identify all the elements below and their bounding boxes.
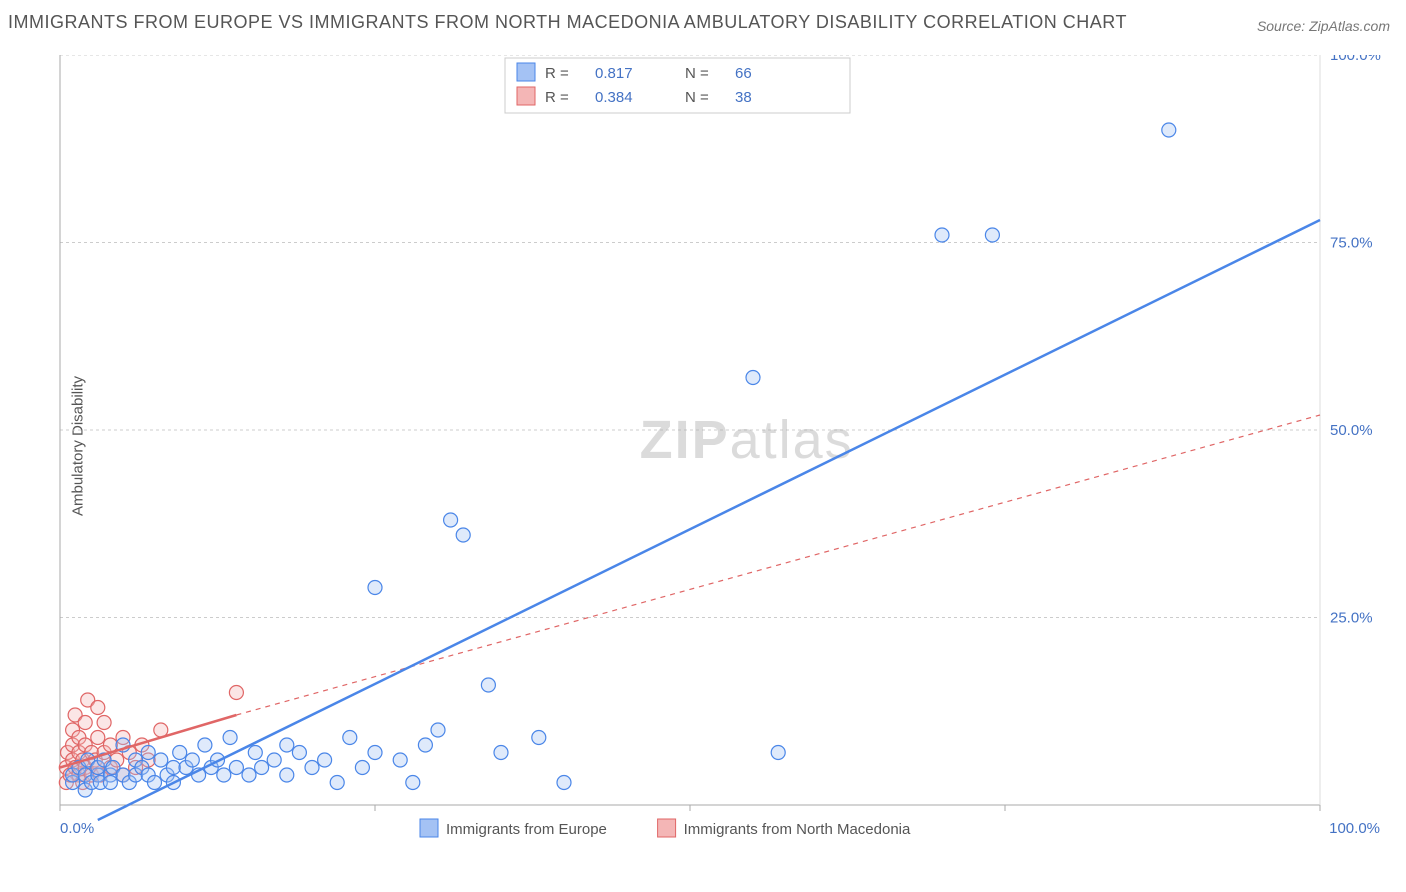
y-tick-label: 25.0%: [1330, 610, 1373, 627]
data-point: [444, 513, 458, 527]
y-tick-label: 100.0%: [1330, 55, 1381, 64]
data-point: [305, 761, 319, 775]
data-point: [393, 753, 407, 767]
data-point: [418, 738, 432, 752]
data-point: [223, 731, 237, 745]
data-point: [330, 776, 344, 790]
data-point: [91, 731, 105, 745]
data-point: [494, 746, 508, 760]
x-tick-label: 100.0%: [1329, 820, 1380, 837]
data-point: [255, 761, 269, 775]
data-point: [771, 746, 785, 760]
data-point: [91, 701, 105, 715]
data-point: [431, 723, 445, 737]
data-point: [280, 768, 294, 782]
data-point: [217, 768, 231, 782]
legend-r-label: R =: [545, 89, 569, 106]
data-point: [242, 768, 256, 782]
data-point: [292, 746, 306, 760]
data-point: [343, 731, 357, 745]
watermark: ZIPatlas: [640, 410, 854, 470]
source-label: Source: ZipAtlas.com: [1257, 18, 1390, 34]
data-point: [97, 716, 111, 730]
data-point: [368, 581, 382, 595]
data-point: [318, 753, 332, 767]
legend-swatch: [517, 63, 535, 81]
y-tick-label: 75.0%: [1330, 235, 1373, 252]
data-point: [248, 746, 262, 760]
data-point: [229, 686, 243, 700]
data-point: [173, 746, 187, 760]
data-point: [267, 753, 281, 767]
data-point: [355, 761, 369, 775]
data-point: [229, 761, 243, 775]
data-point: [557, 776, 571, 790]
legend-r-label: R =: [545, 65, 569, 82]
data-point: [368, 746, 382, 760]
data-point: [148, 776, 162, 790]
data-point: [1162, 123, 1176, 137]
legend-n-label: N =: [685, 89, 709, 106]
regression-line: [98, 220, 1320, 820]
data-point: [185, 753, 199, 767]
legend-n-label: N =: [685, 65, 709, 82]
data-point: [280, 738, 294, 752]
series-legend-label: Immigrants from North Macedonia: [684, 821, 911, 838]
series-legend-swatch: [420, 819, 438, 837]
series-legend-label: Immigrants from Europe: [446, 821, 607, 838]
data-point: [406, 776, 420, 790]
series-legend-swatch: [658, 819, 676, 837]
legend-swatch: [517, 87, 535, 105]
data-point: [532, 731, 546, 745]
legend-n-value: 38: [735, 89, 752, 106]
scatter-chart: ZIPatlas 25.0% 50.0% 75.0% 100.0% 0.0% 100.0% R…: [50, 55, 1390, 845]
data-point: [456, 528, 470, 542]
data-point: [481, 678, 495, 692]
data-point: [985, 228, 999, 242]
data-point: [141, 746, 155, 760]
data-point: [154, 753, 168, 767]
chart-title: IMMIGRANTS FROM EUROPE VS IMMIGRANTS FRO…: [8, 12, 1127, 33]
data-point: [103, 776, 117, 790]
data-point: [198, 738, 212, 752]
data-point: [78, 716, 92, 730]
data-point: [746, 371, 760, 385]
data-point: [166, 761, 180, 775]
data-point: [935, 228, 949, 242]
x-tick-label: 0.0%: [60, 820, 94, 837]
legend-n-value: 66: [735, 65, 752, 82]
y-tick-label: 50.0%: [1330, 422, 1373, 439]
legend-r-value: 0.817: [595, 65, 633, 82]
legend-r-value: 0.384: [595, 89, 633, 106]
